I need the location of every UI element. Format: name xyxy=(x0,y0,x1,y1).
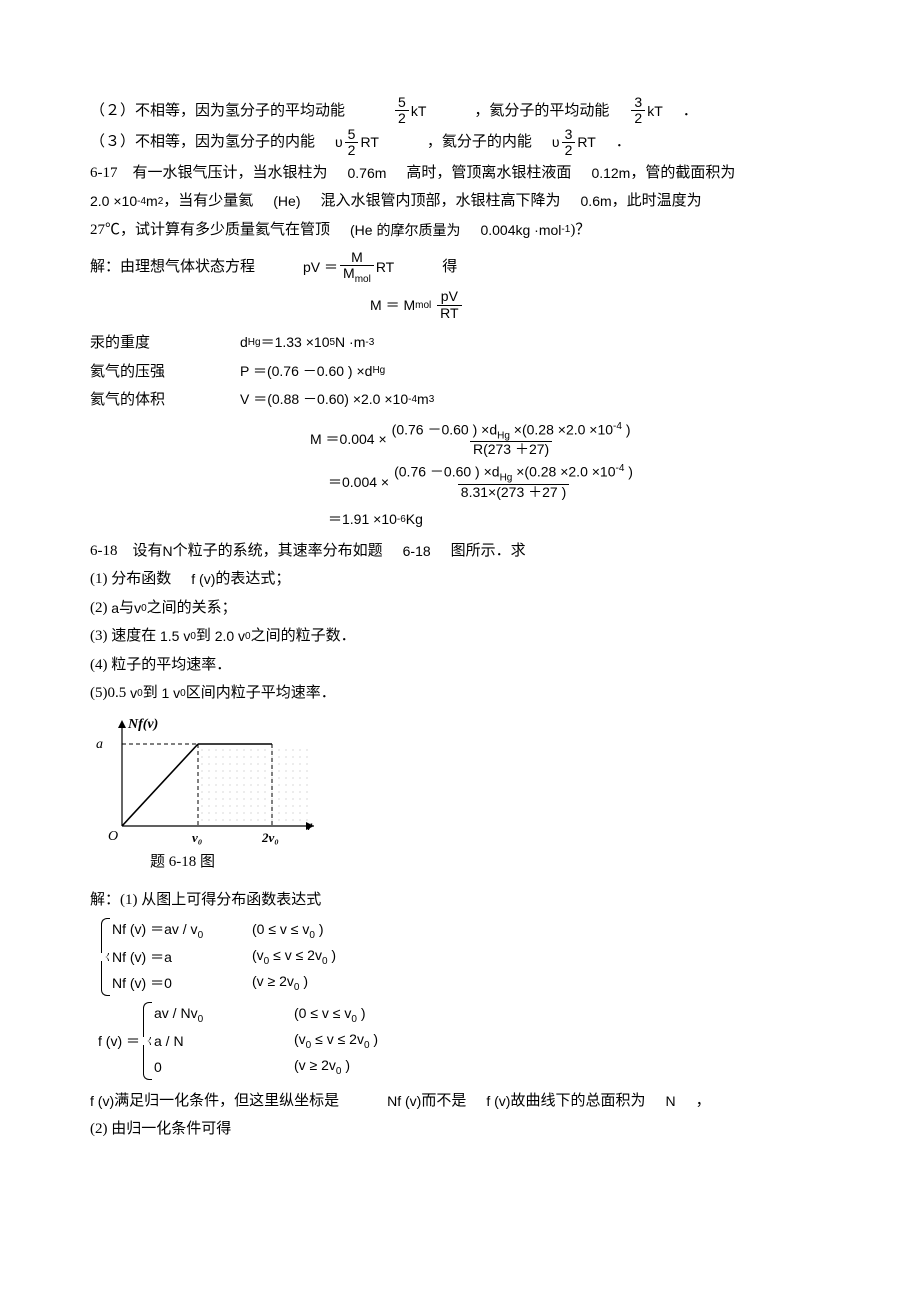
left-brace-icon xyxy=(98,918,112,996)
text: 27℃，试计算有多少质量氦气在管顶 xyxy=(90,216,330,245)
text: （２）不相等，因为氢分子的平均动能 xyxy=(90,97,345,126)
speed-distribution-chart: Nf(v) a Ov₀ 2v₀ v xyxy=(90,714,322,846)
text: 解：由理想气体状态方程 xyxy=(90,253,255,282)
table-row: 0 (v ≥ 2v0 ) xyxy=(154,1054,378,1080)
para-item-2: （２）不相等，因为氢分子的平均动能 5 2 kT ，氦分子的平均动能 3 2 k… xyxy=(90,95,920,127)
table-row: a / N (v0 ≤ v ≤ 2v0 ) xyxy=(154,1028,378,1054)
svg-text:v₀: v₀ xyxy=(192,830,202,845)
table-row: Nf (v) ＝av / v0 (0 ≤ v ≤ v0 ) xyxy=(112,918,336,944)
text: ，当有少量氦 xyxy=(163,187,253,216)
question-5: (5)0.5 v0 到 1 v0 区间内粒子平均速率． xyxy=(90,679,920,708)
fraction-3-2: 3 2 xyxy=(562,127,576,159)
unit: m xyxy=(146,188,158,215)
figure-6-18: Nf(v) a Ov₀ 2v₀ v 题 6-18 图 xyxy=(90,714,920,877)
text: ，氦分子的内能 xyxy=(427,128,532,157)
kT: kT xyxy=(647,98,663,125)
text: (He 的摩尔质量为 xyxy=(350,217,460,244)
question-3: (3) 速度在 1.5 v0 到 2.0 v0 之间的粒子数． xyxy=(90,622,920,651)
question-2-solution-lead: (2) 由归一化条件可得 xyxy=(90,1115,920,1144)
value: 0.76m xyxy=(348,160,387,187)
RT: RT xyxy=(577,129,595,156)
kT: kT xyxy=(411,98,427,125)
text: 混入水银管内顶部，水银柱高下降为 xyxy=(321,187,561,216)
equation-M-subst-2: ＝0.004 × (0.76 －0.60 ) ×dHg ×(0.28 ×2.0 … xyxy=(328,463,920,500)
solution-line-1: 解：由理想气体状态方程 pV ＝ M Mmol RT 得 xyxy=(90,250,920,285)
question-1: (1) 分布函数 f (v) 的表达式； xyxy=(90,565,920,594)
text: 6-17 有一水银气压计，当水银柱为 xyxy=(90,159,328,188)
para-item-3: （３）不相等，因为氢分子的内能 υ 5 2 RT ，氦分子的内能 υ 3 2 R… xyxy=(90,127,920,159)
figure-caption: 题 6-18 图 xyxy=(150,848,920,877)
he: (He) xyxy=(273,188,300,215)
text: 高时，管顶离水银柱液面 xyxy=(406,159,571,188)
solution-6-18-intro: 解： (1) 从图上可得分布函数表达式 xyxy=(90,886,920,915)
equation-M-subst-1: M ＝0.004 × (0.76 －0.60 ) ×dHg ×(0.28 ×2.… xyxy=(310,421,920,458)
row-he-pressure: 氦气的压强 P ＝(0.76 －0.60 ) ×dHg xyxy=(90,358,920,387)
period: ． xyxy=(616,128,631,157)
nu: υ xyxy=(552,129,560,156)
text: ，管的截面积为 xyxy=(630,159,735,188)
value: 0.12m xyxy=(591,160,630,187)
equation-pv: pV ＝ M Mmol RT xyxy=(303,250,394,285)
problem-6-17-line1: 6-17 有一水银气压计，当水银柱为 0.76m 高时，管顶离水银柱液面 0.1… xyxy=(90,159,920,188)
fraction-5-2: 5 2 xyxy=(395,95,409,127)
row-he-volume: 氦气的体积 V ＝(0.88 －0.60) ×2.0 ×10-4 m3 xyxy=(90,386,920,415)
svg-text:v: v xyxy=(306,819,313,834)
normalization-note: f (v) 满足归一化条件，但这里纵坐标是 Nf (v) 而不是 f (v) 故… xyxy=(90,1087,920,1116)
text: ，此时温度为 xyxy=(612,187,702,216)
svg-text:O: O xyxy=(108,829,118,844)
table-row: Nf (v) ＝a (v0 ≤ v ≤ 2v0 ) xyxy=(112,944,336,970)
text: 得 xyxy=(442,253,457,282)
row-hg-density: 汞的重度 dHg ＝1.33 ×105 N ·m-3 xyxy=(90,329,920,358)
fraction-3-2: 3 2 xyxy=(631,95,645,127)
svg-text:a: a xyxy=(96,737,103,752)
question-4: (4) 粒子的平均速率． xyxy=(90,651,920,680)
value: 2.0 ×10 xyxy=(90,188,137,215)
problem-6-18-line1: 6-18 设有 N 个粒子的系统，其速率分布如题 6-18 图所示．求 xyxy=(90,537,920,566)
RT: RT xyxy=(360,129,378,156)
table-row: Nf (v) ＝0 (v ≥ 2v0 ) xyxy=(112,970,336,996)
question-2: (2) a 与 v0 之间的关系； xyxy=(90,594,920,623)
text: （３）不相等，因为氢分子的内能 xyxy=(90,128,315,157)
period: ． xyxy=(683,97,698,126)
table-row: av / Nv0 (0 ≤ v ≤ v0 ) xyxy=(154,1002,378,1028)
piecewise-f: av / Nv0 (0 ≤ v ≤ v0 ) a / N (v0 ≤ v ≤ 2… xyxy=(140,1002,378,1080)
equation-M-result: ＝1.91 ×10-6 Kg xyxy=(328,506,920,533)
piecewise-Nf: Nf (v) ＝av / v0 (0 ≤ v ≤ v0 ) Nf (v) ＝a … xyxy=(98,918,920,996)
text: ，氦分子的平均动能 xyxy=(474,97,609,126)
svg-text:2v₀: 2v₀ xyxy=(261,830,279,845)
nu: υ xyxy=(335,129,343,156)
problem-6-17-line3: 27℃，试计算有多少质量氦气在管顶 (He 的摩尔质量为 0.004kg ·mo… xyxy=(90,216,920,245)
svg-text:Nf(v): Nf(v) xyxy=(127,717,158,732)
fraction-5-2: 5 2 xyxy=(345,127,359,159)
left-brace-icon xyxy=(140,1002,154,1080)
value: 0.004kg ·mol xyxy=(480,217,561,244)
equation-M: M ＝ Mmol pV RT xyxy=(370,289,920,321)
text: )？ xyxy=(570,216,590,245)
piecewise-f-line: f (v) ＝ av / Nv0 (0 ≤ v ≤ v0 ) a / N (v0… xyxy=(98,999,920,1083)
problem-6-17-line2: 2.0 ×10-4 m2 ，当有少量氦 (He) 混入水银管内顶部，水银柱高下降… xyxy=(90,187,920,216)
value: 0.6m xyxy=(581,188,612,215)
